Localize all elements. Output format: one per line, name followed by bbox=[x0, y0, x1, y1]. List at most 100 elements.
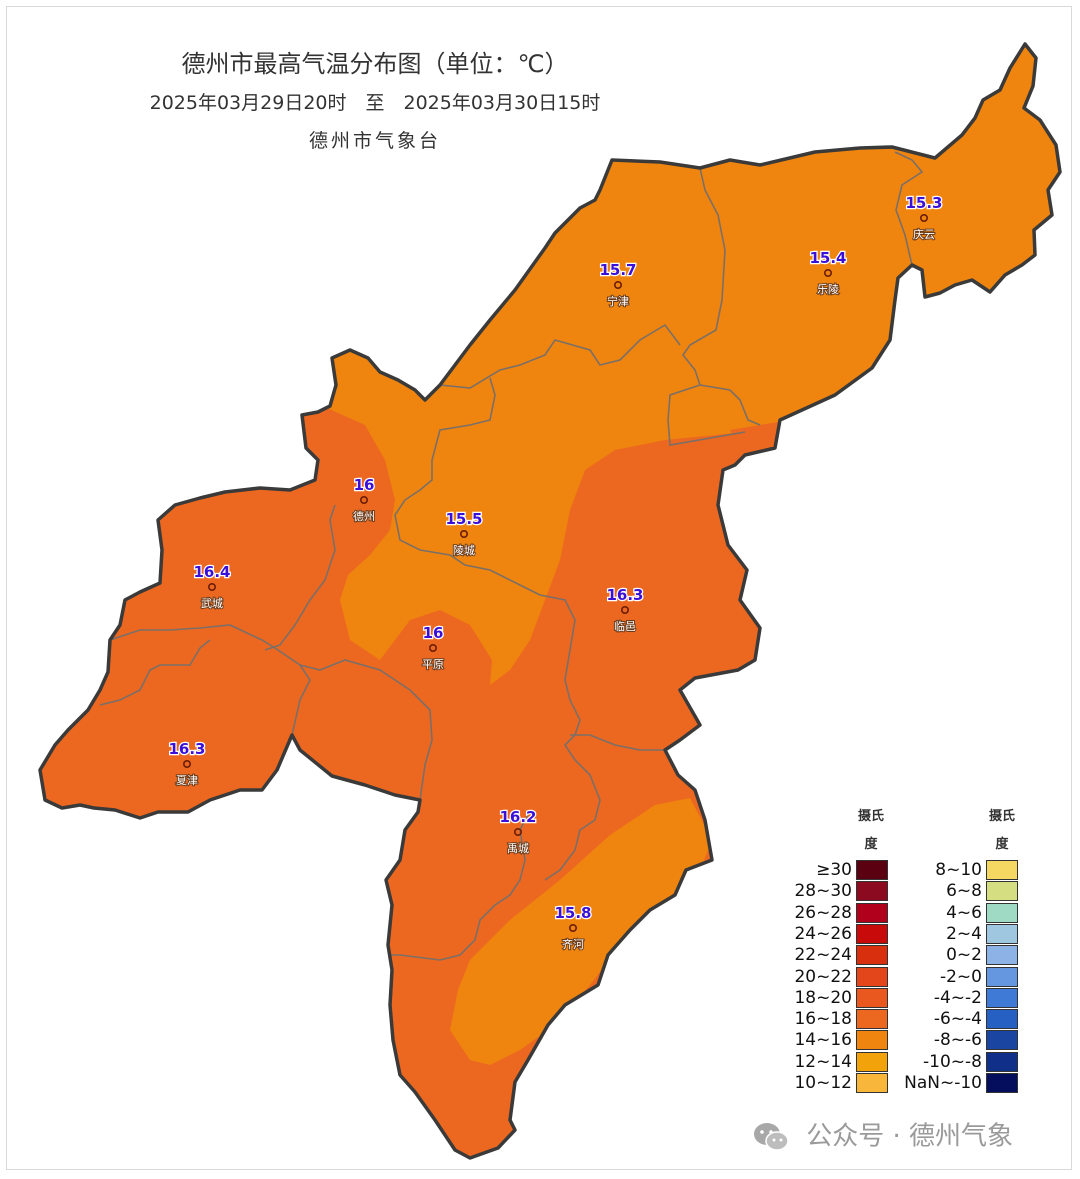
station-value: 16 bbox=[354, 476, 375, 494]
legend-row: -2~0 bbox=[0, 966, 1020, 988]
legend-swatch bbox=[856, 1051, 888, 1072]
station-value: 16.3 bbox=[606, 586, 643, 604]
zone-14-16-south bbox=[450, 798, 712, 1065]
station-marker bbox=[823, 268, 832, 277]
legend-label: 18~20 bbox=[794, 987, 852, 1008]
legend-swatch bbox=[986, 1009, 1018, 1030]
station-value: 16.3 bbox=[168, 740, 205, 758]
legend-label: -6~-4 bbox=[933, 1009, 982, 1030]
legend-row: 10~12 bbox=[0, 1073, 890, 1094]
legend-label: 14~16 bbox=[794, 1030, 852, 1051]
watermark-text: 公众号 · 德州气象 bbox=[806, 1121, 1014, 1152]
station-marker bbox=[513, 827, 522, 836]
station-value: 15.8 bbox=[554, 904, 591, 922]
legend-swatch bbox=[986, 881, 1018, 902]
station-marker bbox=[359, 495, 368, 504]
county-boundaries bbox=[99, 151, 924, 961]
legend-row: 2~4 bbox=[0, 923, 1020, 945]
legend-row: 12~14 bbox=[0, 1051, 890, 1073]
station-name: 庆云 bbox=[913, 227, 935, 241]
legend-row: -4~-2 bbox=[0, 987, 1020, 1009]
legend-swatch bbox=[856, 1009, 888, 1030]
legend-row: 26~28 bbox=[0, 902, 890, 924]
legend-swatch bbox=[856, 945, 888, 966]
legend-swatch bbox=[856, 966, 888, 987]
legend-label: 28~30 bbox=[794, 881, 852, 902]
legend-swatch bbox=[986, 1030, 1018, 1051]
legend-swatch bbox=[856, 1030, 888, 1051]
legend-swatch bbox=[986, 923, 1018, 944]
legend-unit-line2: 度 bbox=[864, 837, 878, 852]
station-marker bbox=[208, 582, 217, 591]
legend-swatch bbox=[856, 860, 888, 880]
station-德州: 16 德州 bbox=[352, 475, 376, 524]
legend-row: 24~26 bbox=[0, 923, 890, 945]
station-value: 16 bbox=[423, 624, 444, 642]
station-value: 15.5 bbox=[445, 510, 482, 528]
station-marker bbox=[613, 280, 622, 289]
station-name: 平原 bbox=[422, 658, 444, 671]
legend-swatch bbox=[986, 945, 1018, 966]
legend-row: ≥30 bbox=[0, 860, 890, 881]
legend-unit-left: 摄氏 度 bbox=[851, 803, 891, 859]
station-平原: 16 平原 bbox=[421, 623, 445, 672]
legend-row: 14~16 bbox=[0, 1030, 890, 1051]
legend-row: 22~24 bbox=[0, 945, 890, 966]
legend-row: -8~-6 bbox=[0, 1030, 1020, 1051]
station-marker bbox=[620, 605, 629, 614]
legend-label: 8~10 bbox=[935, 860, 982, 880]
legend-label: -8~-6 bbox=[933, 1030, 982, 1051]
station-marker bbox=[568, 923, 577, 932]
station-name: 宁津 bbox=[607, 294, 629, 308]
legend-row: 16~18 bbox=[0, 1009, 890, 1030]
time-period: 2025年03月29日20时 至 2025年03月30日15时 bbox=[149, 92, 601, 114]
legend-row: -10~-8 bbox=[0, 1051, 1020, 1073]
station-marker bbox=[428, 643, 437, 652]
legend-label: 2~4 bbox=[946, 923, 982, 944]
station-武城: 16.4 武城 bbox=[192, 562, 232, 611]
legend-label: -10~-8 bbox=[923, 1051, 982, 1072]
station-value: 15.3 bbox=[905, 194, 942, 212]
legend-label: 20~22 bbox=[794, 966, 852, 987]
station-layer: 15.3 庆云 15.4 乐陵 15.7 宁津 16 德州 15.5 陵城 16.4 武城 16.3 临邑… bbox=[167, 193, 944, 952]
station-name: 禹城 bbox=[507, 842, 529, 855]
map-title: 德州市最高气温分布图（单位：℃） bbox=[181, 50, 569, 78]
station-陵城: 15.5 陵城 bbox=[444, 509, 484, 558]
station-夏津: 16.3 夏津 bbox=[167, 739, 207, 788]
legend-unit-line1: 摄氏 bbox=[988, 809, 1015, 824]
legend-swatch bbox=[856, 1073, 888, 1093]
station-禹城: 16.2 禹城 bbox=[498, 807, 538, 856]
legend-row: 4~6 bbox=[0, 902, 1020, 924]
legend-row: NaN~-10 bbox=[0, 1073, 1020, 1094]
legend-label: 10~12 bbox=[794, 1073, 852, 1093]
legend-label: 4~6 bbox=[946, 902, 982, 923]
legend-swatch bbox=[986, 860, 1018, 880]
station-临邑: 16.3 临邑 bbox=[605, 585, 645, 634]
city-border bbox=[38, 42, 1062, 1160]
legend-swatch bbox=[986, 987, 1018, 1008]
map-frame bbox=[6, 6, 1072, 1170]
station-name: 齐河 bbox=[562, 937, 584, 951]
station-齐河: 15.8 齐河 bbox=[553, 903, 593, 952]
legend-row: 28~30 bbox=[0, 881, 890, 902]
station-name: 夏津 bbox=[176, 774, 198, 787]
legend-label: 26~28 bbox=[794, 902, 852, 923]
station-乐陵: 15.4 乐陵 bbox=[808, 248, 848, 297]
issuer: 德州市气象台 bbox=[308, 130, 441, 152]
legend-label: 6~8 bbox=[946, 881, 982, 902]
station-name: 乐陵 bbox=[817, 283, 839, 296]
legend-label: -2~0 bbox=[939, 966, 982, 987]
legend-row: -6~-4 bbox=[0, 1009, 1020, 1030]
legend-label: 24~26 bbox=[794, 923, 852, 944]
station-庆云: 15.3 庆云 bbox=[904, 193, 944, 242]
legend-unit-line1: 摄氏 bbox=[857, 809, 884, 824]
station-marker bbox=[459, 529, 468, 538]
legend-swatch bbox=[856, 923, 888, 944]
watermark: 公众号 · 德州气象 bbox=[752, 1116, 1013, 1156]
wechat-icon bbox=[754, 1122, 789, 1151]
legend-swatch bbox=[986, 1051, 1018, 1072]
legend-label: NaN~-10 bbox=[904, 1073, 982, 1093]
legend-row: 20~22 bbox=[0, 966, 890, 988]
legend-swatch bbox=[856, 902, 888, 923]
